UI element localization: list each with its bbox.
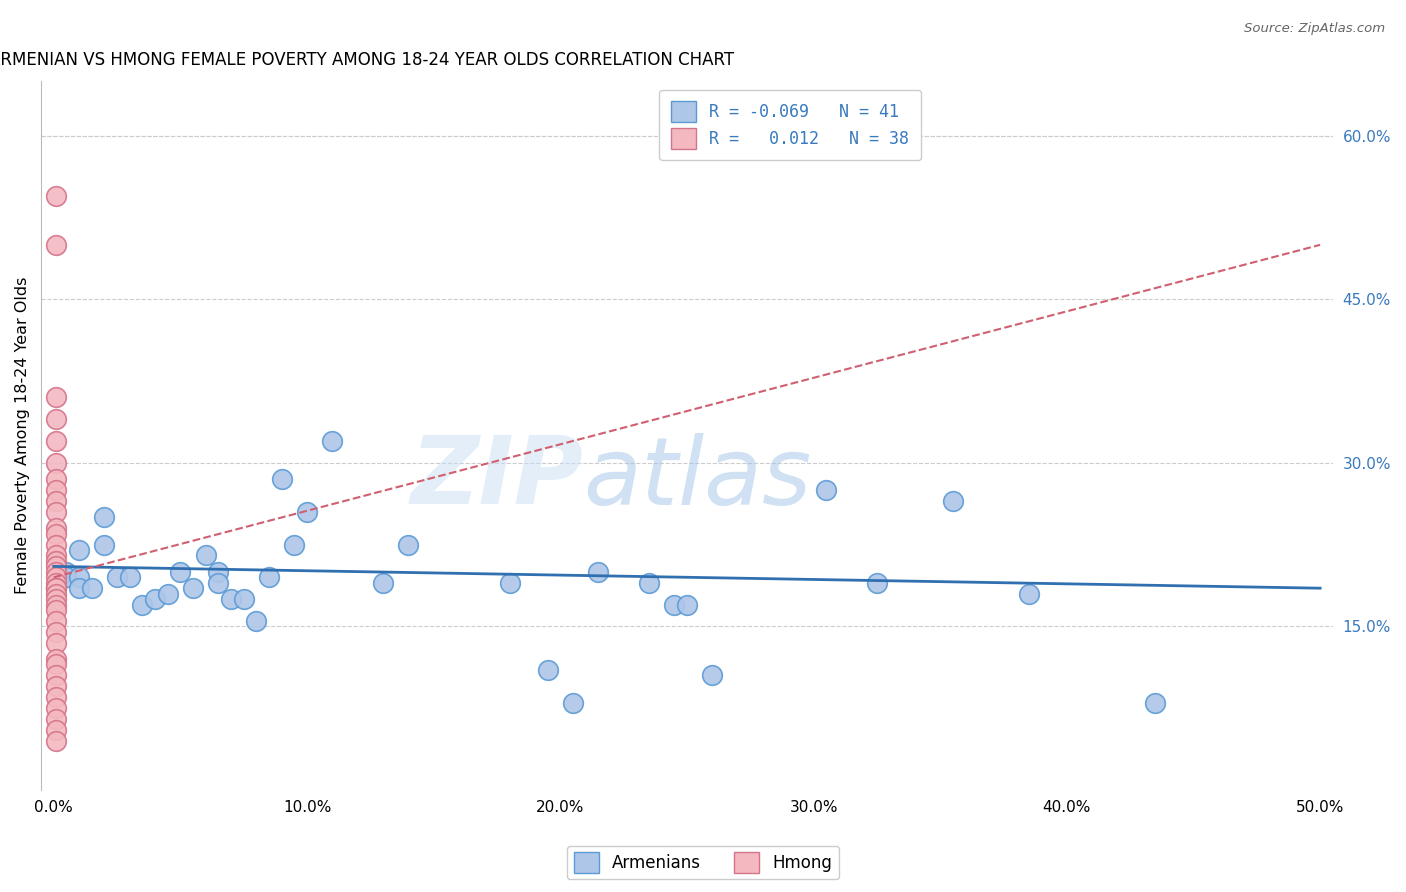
Point: [143, 592, 166, 607]
Point: [45, 549, 67, 563]
Point: [207, 575, 229, 590]
Point: [45, 581, 67, 595]
Point: [45, 521, 67, 535]
Point: [55, 565, 77, 579]
Point: [45, 652, 67, 666]
Point: [588, 565, 610, 579]
Point: [45, 189, 67, 203]
Point: [45, 690, 67, 705]
Point: [321, 434, 343, 448]
Point: [245, 614, 267, 628]
Point: [93, 538, 115, 552]
Point: [45, 559, 67, 574]
Point: [45, 505, 67, 519]
Point: [45, 668, 67, 682]
Point: [45, 554, 67, 568]
Point: [207, 565, 229, 579]
Point: [45, 434, 67, 448]
Point: [67, 543, 90, 558]
Point: [93, 510, 115, 524]
Point: [45, 592, 67, 607]
Point: [45, 587, 67, 601]
Point: [194, 549, 217, 563]
Point: [45, 237, 67, 252]
Point: [45, 603, 67, 617]
Point: [45, 526, 67, 541]
Point: [105, 570, 128, 584]
Point: [45, 494, 67, 508]
Point: [45, 472, 67, 486]
Point: [55, 570, 77, 584]
Point: [702, 668, 724, 682]
Point: [45, 733, 67, 747]
Point: [295, 505, 318, 519]
Point: [371, 575, 394, 590]
Point: [45, 679, 67, 693]
Point: [181, 581, 204, 595]
Point: [45, 570, 67, 584]
Point: [283, 538, 305, 552]
Point: [942, 494, 965, 508]
Point: [664, 598, 686, 612]
Point: [67, 581, 90, 595]
Y-axis label: Female Poverty Among 18-24 Year Olds: Female Poverty Among 18-24 Year Olds: [15, 277, 30, 594]
Point: [45, 391, 67, 405]
Point: [1144, 696, 1167, 710]
Point: [232, 592, 254, 607]
Point: [270, 472, 292, 486]
Text: ARMENIAN VS HMONG FEMALE POVERTY AMONG 18-24 YEAR OLDS CORRELATION CHART: ARMENIAN VS HMONG FEMALE POVERTY AMONG 1…: [0, 51, 734, 69]
Point: [815, 483, 838, 497]
Point: [45, 636, 67, 650]
Point: [562, 696, 585, 710]
Point: [537, 663, 560, 677]
Point: [45, 598, 67, 612]
Point: [67, 570, 90, 584]
Point: [638, 575, 661, 590]
Point: [676, 598, 699, 612]
Point: [45, 483, 67, 497]
Point: [45, 538, 67, 552]
Text: ZIP: ZIP: [411, 432, 583, 524]
Point: [45, 581, 67, 595]
Point: [219, 592, 242, 607]
Point: [80, 581, 103, 595]
Point: [45, 456, 67, 470]
Point: [118, 570, 141, 584]
Point: [1018, 587, 1040, 601]
Point: [45, 723, 67, 737]
Point: [45, 575, 67, 590]
Point: [45, 624, 67, 639]
Point: [156, 587, 179, 601]
Text: Source: ZipAtlas.com: Source: ZipAtlas.com: [1244, 22, 1385, 36]
Point: [45, 614, 67, 628]
Text: atlas: atlas: [583, 433, 811, 524]
Point: [45, 581, 67, 595]
Point: [169, 565, 191, 579]
Point: [866, 575, 889, 590]
Point: [396, 538, 419, 552]
Point: [498, 575, 520, 590]
Point: [131, 598, 153, 612]
Point: [45, 412, 67, 426]
Point: [45, 565, 67, 579]
Point: [45, 712, 67, 726]
Point: [45, 701, 67, 715]
Legend: Armenians, Hmong: Armenians, Hmong: [567, 846, 839, 880]
Legend: R = -0.069   N = 41, R =   0.012   N = 38: R = -0.069 N = 41, R = 0.012 N = 38: [659, 90, 921, 161]
Point: [257, 570, 280, 584]
Point: [45, 657, 67, 672]
